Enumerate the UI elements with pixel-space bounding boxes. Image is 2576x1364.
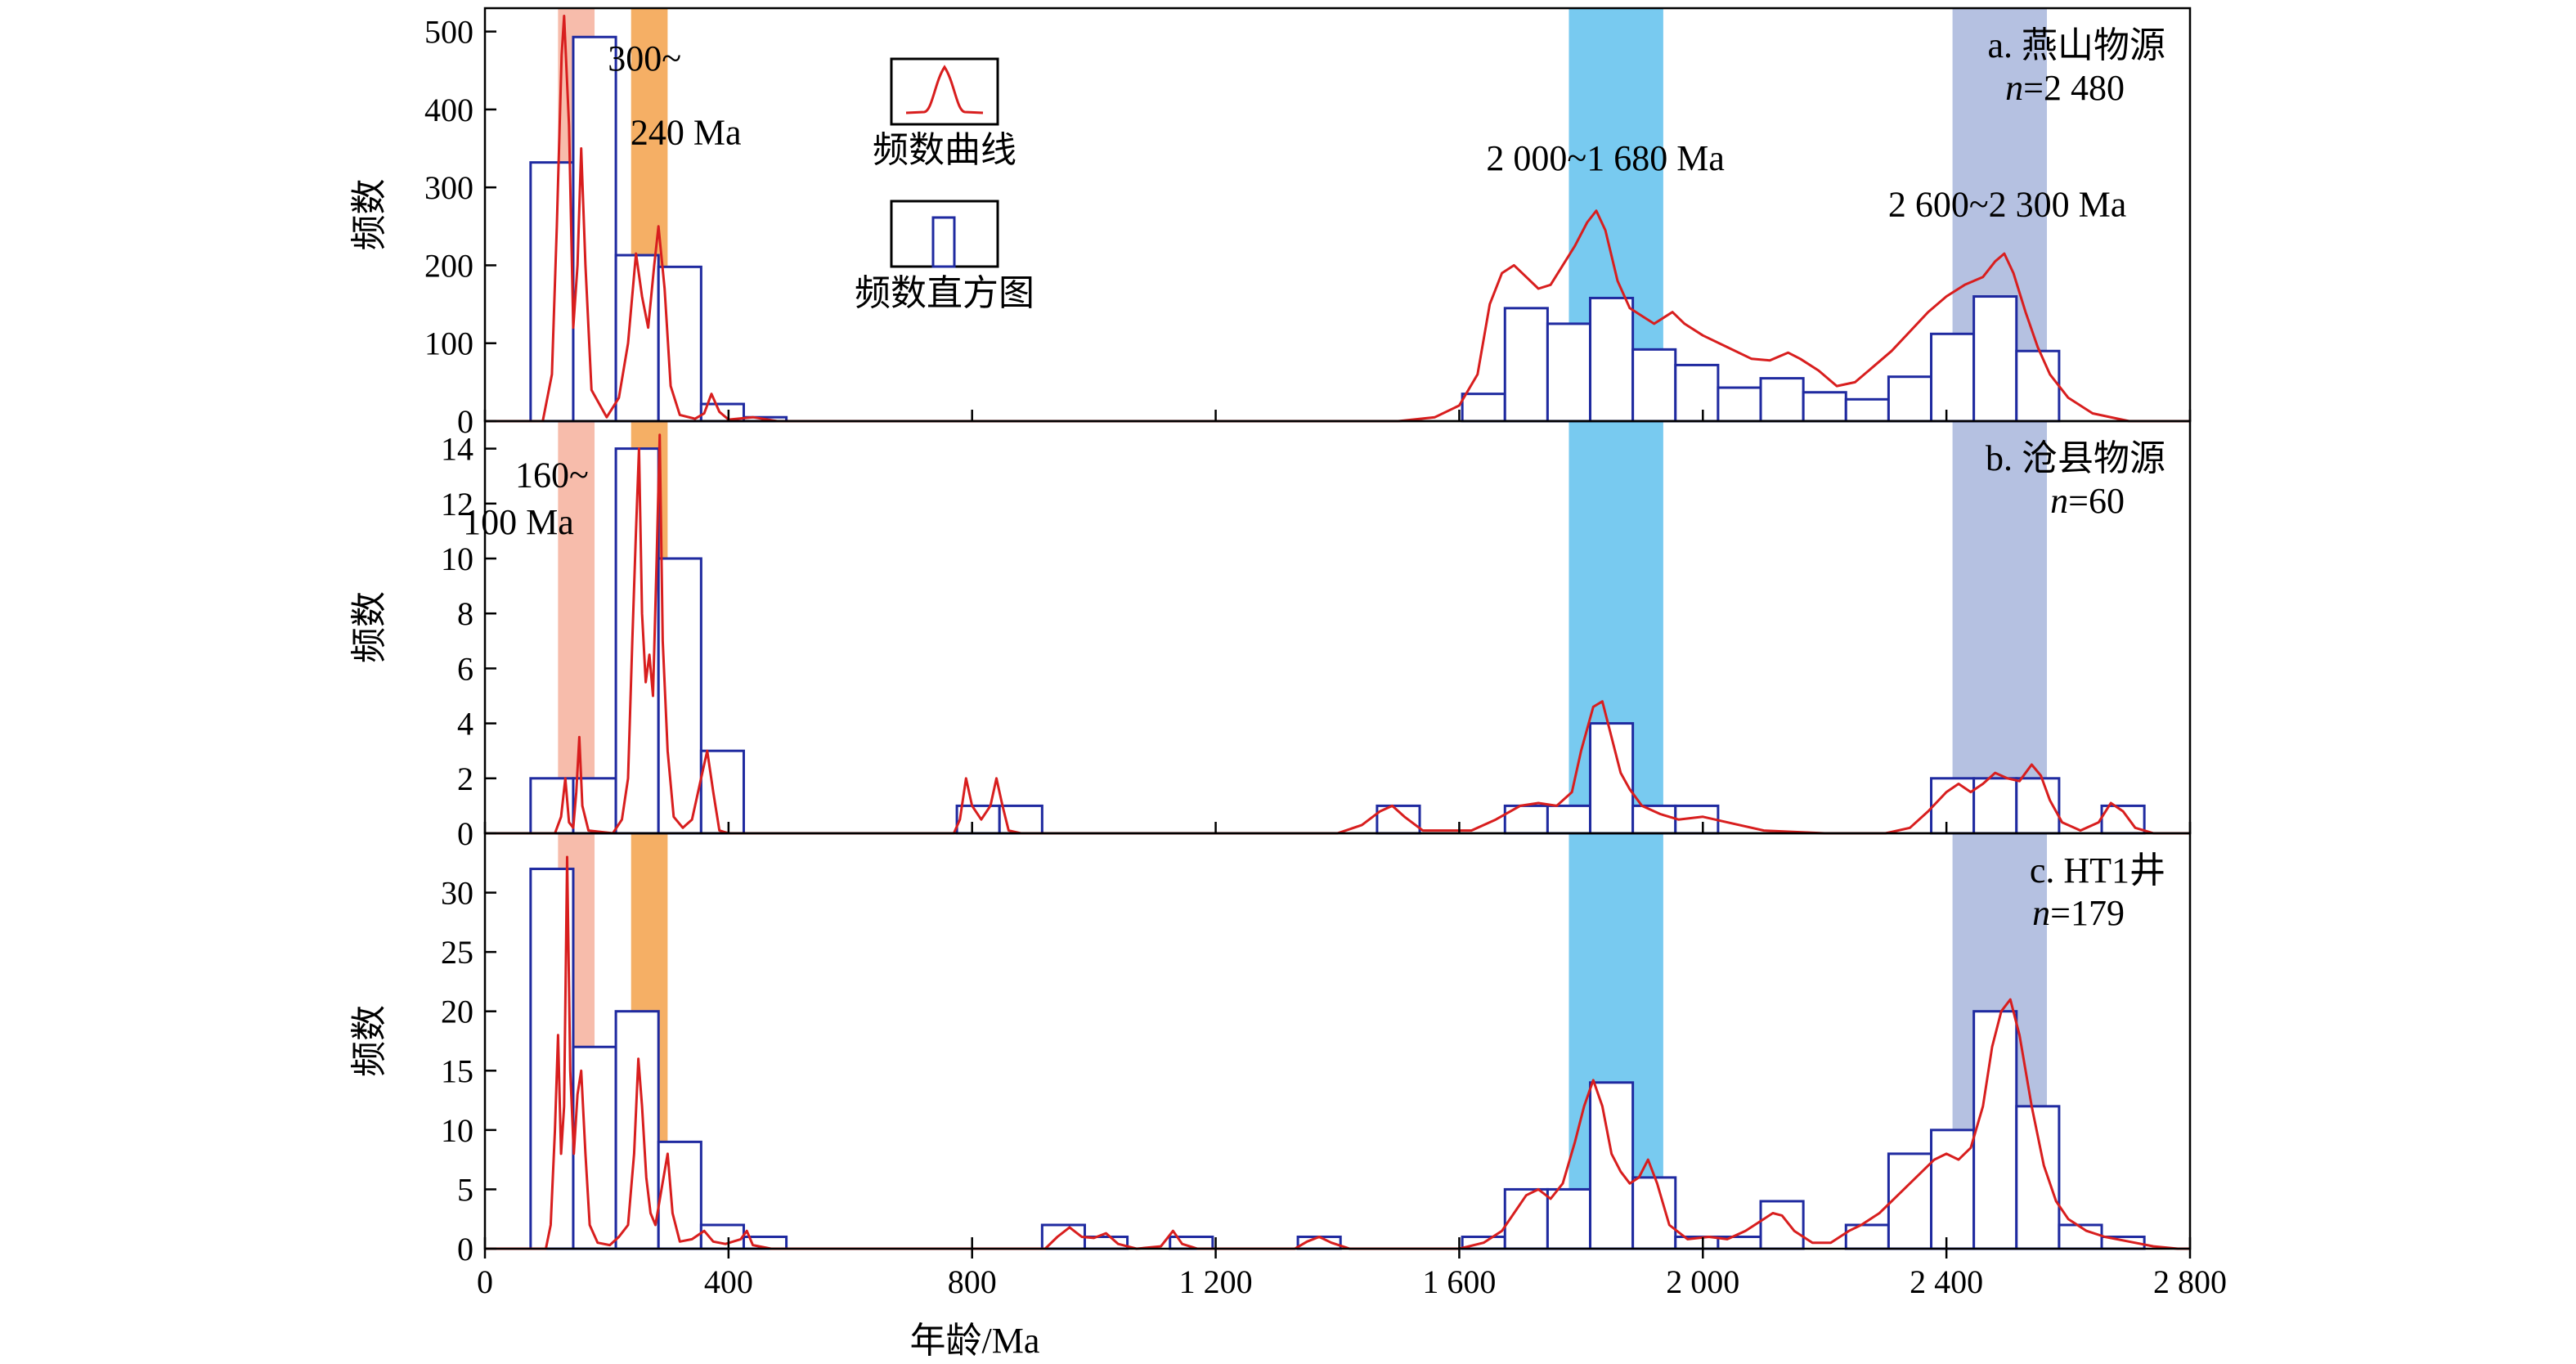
hist-bar-c-14: [1631, 1176, 1677, 1250]
hist-bar-a-6: [1461, 393, 1506, 423]
hist-bar-b-9: [1546, 804, 1592, 835]
frequency-curve-a: [485, 15, 2190, 423]
hist-bar-a-7: [1503, 307, 1549, 423]
panel-title-c: c. HT1井: [2030, 850, 2165, 891]
y-tick-label-a-1: 100: [424, 325, 473, 362]
y-tick-label-b-7: 14: [441, 431, 473, 468]
x-tick-label-3: 1 200: [1179, 1263, 1253, 1300]
hist-bar-a-18: [1972, 295, 2018, 423]
hist-bar-a-8: [1546, 322, 1592, 423]
hist-bar-c-11: [1503, 1187, 1549, 1250]
band-label-3: 2 600~2 300 Ma: [1888, 184, 2126, 224]
y-tick-label-b-1: 2: [457, 761, 473, 797]
hist-bar-c-23: [2058, 1223, 2103, 1250]
y-axis-label-b: 频数: [349, 591, 389, 663]
band-label-0: 300~: [608, 38, 681, 79]
hist-bar-a-15: [1844, 397, 1890, 423]
legend-curve-symbol: [905, 65, 984, 114]
hist-bar-b-11: [1631, 804, 1677, 835]
y-tick-label-c-5: 25: [441, 934, 473, 971]
y-axis-label-c: 频数: [349, 1005, 389, 1077]
hist-bar-c-21: [1972, 1010, 2018, 1250]
y-tick-label-b-4: 8: [457, 595, 473, 632]
band-label-1: 240 Ma: [631, 113, 742, 153]
hist-bar-c-17: [1759, 1200, 1805, 1250]
y-tick-label-c-1: 5: [457, 1171, 473, 1208]
x-tick-label-6: 2 400: [1910, 1263, 1983, 1300]
hist-bar-c-13: [1589, 1081, 1635, 1250]
hist-bar-c-12: [1546, 1187, 1592, 1250]
hist-bar-c-4: [699, 1223, 745, 1250]
y-tick-label-c-2: 10: [441, 1112, 473, 1149]
hist-bar-b-14: [1972, 777, 2018, 835]
legend-curve-label: 频数曲线: [873, 130, 1016, 170]
x-tick-label-0: 0: [477, 1263, 493, 1300]
hist-bar-a-13: [1759, 377, 1805, 423]
panel-title-b: b. 沧县物源: [1986, 438, 2165, 478]
hist-bar-a-9: [1589, 296, 1635, 423]
band-label-5: 100 Ma: [463, 502, 574, 542]
band-label-2: 2 000~1 680 Ma: [1486, 138, 1724, 178]
hist-bar-c-3: [657, 1140, 702, 1250]
hist-bar-c-22: [2015, 1105, 2061, 1250]
hist-bar-a-17: [1930, 332, 1976, 423]
panel-n-b: n=60: [2050, 481, 2125, 521]
hist-bar-a-1: [572, 35, 617, 423]
legend-hist-symbol: [931, 216, 956, 268]
hist-bar-a-11: [1674, 363, 1720, 423]
y-tick-label-c-4: 20: [441, 994, 473, 1030]
hist-bar-a-12: [1717, 386, 1762, 423]
x-tick-label-4: 1 600: [1422, 1263, 1496, 1300]
panel-n-a: n=2 480: [2005, 68, 2125, 108]
hist-bar-c-20: [1930, 1128, 1976, 1250]
hist-bar-b-4: [699, 749, 745, 835]
y-tick-label-b-3: 6: [457, 650, 473, 687]
panel-frame-c: [483, 832, 2192, 1250]
y-tick-label-a-0: 0: [457, 403, 473, 440]
y-tick-label-b-6: 12: [441, 486, 473, 523]
hist-bar-b-1: [572, 777, 617, 835]
hist-bar-b-5: [955, 804, 1001, 835]
band-0-panel-b: [558, 421, 595, 833]
panel-title-a: a. 燕山物源: [1987, 25, 2165, 65]
frequency-curve-b: [485, 433, 2190, 835]
histogram-bars: [529, 35, 2146, 1250]
hist-bar-a-10: [1631, 348, 1677, 423]
y-tick-label-b-0: 0: [457, 815, 473, 852]
band-3-panel-b: [1952, 421, 2048, 833]
panel-n-c: n=179: [2032, 893, 2125, 933]
x-tick-label-7: 2 800: [2153, 1263, 2227, 1300]
x-tick-label-5: 2 000: [1666, 1263, 1739, 1300]
y-tick-label-c-6: 30: [441, 875, 473, 912]
y-tick-label-b-2: 4: [457, 706, 473, 743]
y-tick-label-c-0: 0: [457, 1231, 473, 1268]
y-tick-label-a-4: 400: [424, 92, 473, 128]
x-tick-label-1: 400: [704, 1263, 753, 1300]
y-tick-label-a-5: 500: [424, 14, 473, 51]
y-tick-label-a-2: 200: [424, 247, 473, 284]
legend: 频数曲线 频数直方图: [855, 57, 1034, 313]
hist-bar-a-0: [529, 161, 575, 423]
hist-bar-a-16: [1887, 375, 1933, 423]
hist-bar-c-2: [614, 1010, 660, 1250]
y-axis-label-a: 频数: [349, 179, 389, 251]
y-tick-label-b-5: 10: [441, 541, 473, 577]
x-axis-label: 年龄/Ma: [910, 1321, 1040, 1361]
hist-bar-a-19: [2015, 349, 2061, 423]
age-band-highlights: [558, 8, 2048, 1249]
x-tick-label-2: 800: [948, 1263, 997, 1300]
axes: 0100200300400500024681012140510152025300…: [424, 7, 2227, 1300]
legend-hist-label: 频数直方图: [855, 273, 1034, 313]
band-label-4: 160~: [515, 455, 589, 496]
y-tick-label-a-3: 300: [424, 169, 473, 206]
y-tick-label-c-3: 15: [441, 1052, 473, 1089]
hist-bar-a-14: [1802, 391, 1847, 423]
